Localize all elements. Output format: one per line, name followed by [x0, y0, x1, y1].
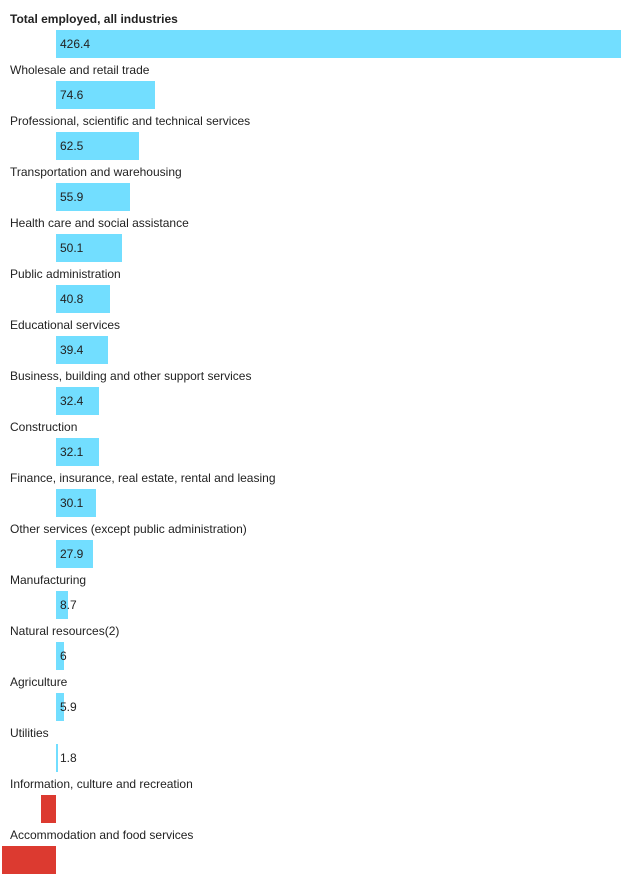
category-label: Professional, scientific and technical s…: [10, 114, 251, 128]
value-label: 27.9: [60, 547, 84, 561]
value-label: 40.8: [60, 292, 84, 306]
category-label: Agriculture: [10, 675, 68, 689]
category-label: Natural resources(2): [10, 624, 120, 638]
bar: [56, 387, 99, 415]
value-label: 32.1: [60, 445, 84, 459]
bar: [56, 540, 93, 568]
category-label: Other services (except public administra…: [10, 522, 247, 536]
category-label: Total employed, all industries: [10, 12, 178, 26]
bar: [56, 642, 64, 670]
value-label: 426.4: [60, 37, 91, 51]
bar: [56, 132, 139, 160]
category-label: Information, culture and recreation: [10, 777, 193, 791]
value-label: 5.9: [60, 700, 77, 714]
value-label: 39.4: [60, 343, 84, 357]
bar: [56, 336, 109, 364]
bar: [56, 591, 68, 619]
value-label: 32.4: [60, 394, 84, 408]
bar: [56, 744, 59, 772]
value-label: 6: [60, 649, 67, 663]
value-label: 50.1: [60, 241, 84, 255]
bar: [56, 183, 131, 211]
category-label: Wholesale and retail trade: [10, 63, 150, 77]
category-label: Finance, insurance, real estate, rental …: [10, 471, 276, 485]
bar: [56, 489, 96, 517]
category-label: Health care and social assistance: [10, 216, 189, 230]
bar: [41, 795, 56, 823]
value-label: 8.7: [60, 598, 77, 612]
category-label: Utilities: [10, 726, 49, 740]
category-label: Educational services: [10, 318, 121, 332]
value-label: 30.1: [60, 496, 84, 510]
bar: [56, 285, 111, 313]
bar: [56, 234, 123, 262]
bar: [56, 30, 621, 58]
category-label: Manufacturing: [10, 573, 87, 587]
bar: [56, 693, 64, 721]
category-label: Accommodation and food services: [10, 828, 194, 842]
bar: [56, 81, 155, 109]
category-label: Transportation and warehousing: [10, 165, 182, 179]
category-label: Public administration: [10, 267, 121, 281]
bar: [1, 846, 56, 874]
bar: [56, 438, 99, 466]
value-label: 74.6: [60, 88, 84, 102]
category-label: Construction: [10, 420, 78, 434]
value-label: 62.5: [60, 139, 84, 153]
value-label: 55.9: [60, 190, 84, 204]
category-label: Business, building and other support ser…: [10, 369, 252, 383]
value-label: 1.8: [60, 751, 77, 765]
